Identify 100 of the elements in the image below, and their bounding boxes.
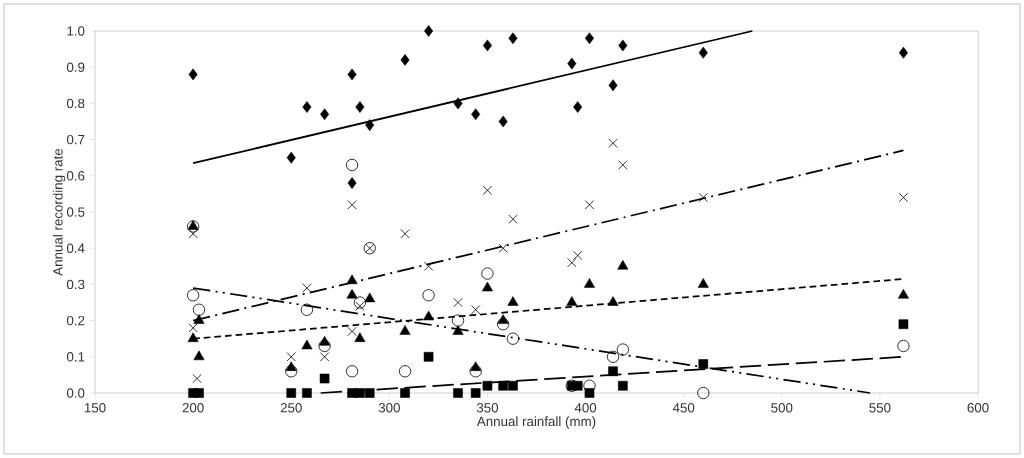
point: [355, 101, 365, 113]
x-tick-label: 350: [476, 403, 499, 413]
point: [617, 260, 629, 270]
point: [188, 229, 198, 239]
point: [567, 57, 577, 70]
x-tick-label: 150: [84, 403, 106, 413]
point: [697, 278, 709, 288]
point: [497, 318, 510, 331]
point: [482, 185, 493, 195]
y-tick-label: 0.7: [66, 134, 85, 145]
point: [364, 292, 376, 303]
point: [399, 325, 411, 335]
point: [400, 229, 410, 239]
point: [898, 319, 909, 330]
point: [345, 365, 359, 378]
point: [365, 119, 375, 131]
point: [469, 365, 482, 378]
point: [451, 314, 465, 327]
point: [400, 388, 410, 398]
point: [498, 380, 508, 391]
point: [423, 261, 434, 271]
point: [573, 250, 583, 261]
point: [697, 386, 710, 400]
point: [607, 296, 619, 306]
point: [364, 388, 375, 398]
point: [481, 281, 493, 292]
point: [584, 388, 595, 398]
y-axis-title: Annual recording rate: [52, 148, 66, 276]
point: [508, 214, 518, 224]
point: [897, 288, 909, 299]
point: [300, 303, 314, 316]
point: [320, 108, 330, 121]
point: [567, 258, 577, 268]
point: [698, 359, 709, 369]
x-tick-label: 300: [378, 403, 400, 413]
point: [897, 339, 910, 353]
point: [302, 101, 312, 113]
point: [498, 243, 508, 253]
x-tick-label: 600: [967, 403, 989, 413]
y-tick-label: 0.1: [66, 352, 85, 362]
point: [354, 332, 366, 342]
point: [187, 332, 199, 342]
y-tick-label: 0.0: [66, 388, 85, 398]
point: [606, 350, 620, 363]
y-tick-label: 0.9: [66, 62, 85, 72]
point: [318, 339, 331, 353]
point: [347, 68, 357, 81]
point: [286, 151, 296, 164]
point: [188, 323, 198, 333]
point: [355, 388, 365, 398]
point: [608, 79, 618, 92]
point: [898, 192, 909, 203]
point: [608, 138, 618, 148]
point: [347, 177, 357, 189]
point: [618, 160, 628, 170]
point: [301, 339, 313, 350]
point: [453, 297, 463, 308]
point: [423, 352, 434, 362]
point: [508, 32, 518, 45]
y-tick-label: 0.2: [66, 315, 85, 326]
point: [193, 314, 205, 324]
x-axis-title: Annual rainfall (mm): [476, 416, 596, 429]
point: [347, 326, 357, 337]
point: [424, 25, 434, 37]
point: [319, 352, 330, 362]
point: [618, 39, 628, 52]
x-tick-label: 500: [771, 403, 793, 413]
point: [616, 343, 629, 356]
x-tick-label: 200: [182, 403, 204, 413]
point: [345, 158, 359, 172]
y-tick-label: 1.0: [67, 26, 85, 36]
point: [193, 350, 205, 361]
point: [186, 289, 200, 302]
point: [400, 54, 410, 66]
point: [453, 388, 463, 398]
point: [698, 46, 708, 59]
point: [471, 305, 481, 315]
point: [572, 380, 583, 391]
point: [898, 46, 908, 59]
point: [573, 101, 583, 113]
point: [194, 388, 204, 398]
point: [192, 373, 202, 384]
x-tick-label: 550: [869, 403, 891, 413]
point: [608, 366, 618, 377]
point: [584, 278, 595, 288]
y-tick-label: 0.8: [66, 98, 85, 109]
point: [452, 325, 464, 335]
point: [498, 115, 508, 128]
y-tick-label: 0.4: [66, 243, 85, 253]
point: [423, 310, 435, 321]
y-tick-label: 0.5: [66, 207, 85, 217]
point: [470, 388, 481, 398]
point: [353, 296, 367, 309]
point: [422, 289, 435, 302]
point: [346, 288, 358, 299]
point: [618, 380, 628, 391]
point: [286, 352, 296, 362]
point: [508, 380, 518, 391]
point: [481, 267, 494, 280]
y-tick-label: 0.6: [66, 171, 85, 181]
